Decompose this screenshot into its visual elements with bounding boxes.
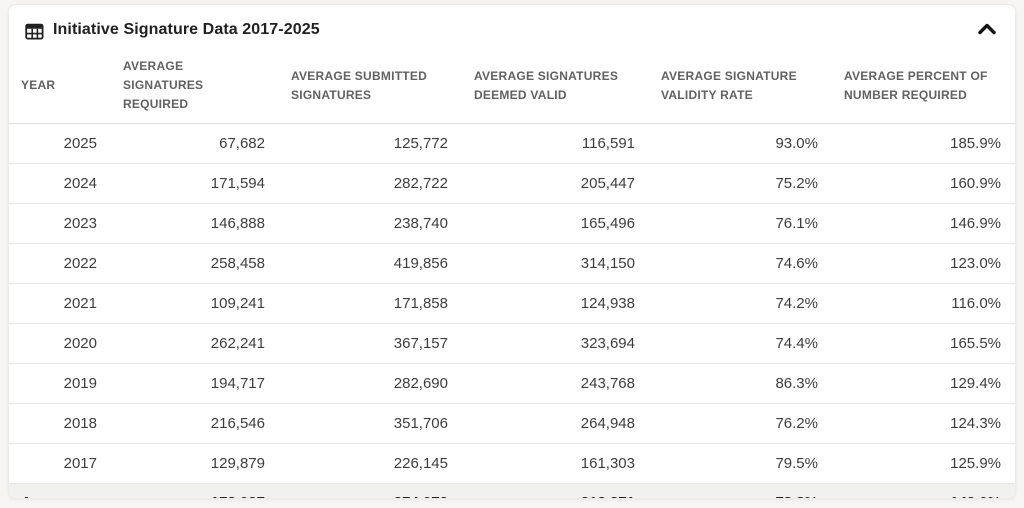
chevron-up-icon xyxy=(977,22,997,39)
cell-submitted: 125,772 xyxy=(279,123,462,164)
cell-submitted: 351,706 xyxy=(279,403,462,444)
column-header-signatures-deemed-valid: AVERAGE SIGNATURES DEEMED VALID xyxy=(462,51,649,124)
cell-submitted: 282,690 xyxy=(279,363,462,404)
cell-submitted: 419,856 xyxy=(279,243,462,284)
column-header-submitted-signatures: AVERAGE SUBMITTED SIGNATURES xyxy=(279,51,462,124)
cell-validity-rate: 75.2% xyxy=(649,163,832,204)
cell-valid: 243,768 xyxy=(462,363,649,404)
collapse-button[interactable] xyxy=(975,20,999,41)
cell-validity-rate: 86.3% xyxy=(649,363,832,404)
cell-required: 146,888 xyxy=(111,203,279,244)
table-icon xyxy=(25,22,44,41)
cell-valid: 165,496 xyxy=(462,203,649,244)
cell-submitted: 367,157 xyxy=(279,323,462,364)
cell-valid: 205,447 xyxy=(462,163,649,204)
table-row-2023: 2023 146,888 238,740 165,496 76.1% 146.9… xyxy=(9,203,1015,244)
cell-required: 67,682 xyxy=(111,123,279,164)
initiative-signature-data-card: Initiative Signature Data 2017-2025 YEAR… xyxy=(8,4,1016,499)
cell-valid: 161,303 xyxy=(462,443,649,484)
cell-validity-rate: 74.2% xyxy=(649,283,832,324)
cell-submitted: 226,145 xyxy=(279,443,462,484)
cell-submitted: 282,722 xyxy=(279,163,462,204)
cell-year: 2025 xyxy=(9,123,111,164)
cell-year: 2020 xyxy=(9,323,111,364)
avg-required: 173,027 xyxy=(111,483,279,498)
card-title: Initiative Signature Data 2017-2025 xyxy=(53,21,320,38)
cell-percent-required: 129.4% xyxy=(832,363,1015,404)
cell-validity-rate: 79.5% xyxy=(649,443,832,484)
cell-percent-required: 160.9% xyxy=(832,163,1015,204)
cell-year: 2022 xyxy=(9,243,111,284)
cell-percent-required: 124.3% xyxy=(832,403,1015,444)
cell-required: 258,458 xyxy=(111,243,279,284)
cell-validity-rate: 93.0% xyxy=(649,123,832,164)
card-header: Initiative Signature Data 2017-2025 xyxy=(9,5,1015,51)
cell-year: 2017 xyxy=(9,443,111,484)
avg-valid: 213,371 xyxy=(462,483,649,498)
cell-percent-required: 185.9% xyxy=(832,123,1015,164)
column-header-percent-of-required: AVERAGE PERCENT OF NUMBER REQUIRED xyxy=(832,51,1015,124)
table-row-2022: 2022 258,458 419,856 314,150 74.6% 123.0… xyxy=(9,243,1015,284)
table-row-2017: 2017 129,879 226,145 161,303 79.5% 125.9… xyxy=(9,443,1015,484)
cell-submitted: 171,858 xyxy=(279,283,462,324)
cell-validity-rate: 74.6% xyxy=(649,243,832,284)
table-row-2019: 2019 194,717 282,690 243,768 86.3% 129.4… xyxy=(9,363,1015,404)
avg-submitted: 274,072 xyxy=(279,483,462,498)
table-row-2024: 2024 171,594 282,722 205,447 75.2% 160.9… xyxy=(9,163,1015,204)
cell-percent-required: 125.9% xyxy=(832,443,1015,484)
column-header-validity-rate: AVERAGE SIGNATURE VALIDITY RATE xyxy=(649,51,832,124)
cell-valid: 314,150 xyxy=(462,243,649,284)
cell-validity-rate: 74.4% xyxy=(649,323,832,364)
column-header-signatures-required: AVERAGE SIGNATURES REQUIRED xyxy=(111,51,279,124)
cell-submitted: 238,740 xyxy=(279,203,462,244)
cell-year: 2019 xyxy=(9,363,111,404)
avg-validity-rate: 78.8% xyxy=(649,483,832,498)
cell-required: 109,241 xyxy=(111,283,279,324)
avg-percent-required: 142.0% xyxy=(832,483,1015,498)
cell-valid: 116,591 xyxy=(462,123,649,164)
cell-percent-required: 165.5% xyxy=(832,323,1015,364)
cell-required: 171,594 xyxy=(111,163,279,204)
table-row-2025: 2025 67,682 125,772 116,591 93.0% 185.9% xyxy=(9,123,1015,164)
cell-year: 2023 xyxy=(9,203,111,244)
cell-validity-rate: 76.1% xyxy=(649,203,832,244)
averages-row: Averages 173,027 274,072 213,371 78.8% 1… xyxy=(9,483,1015,498)
cell-year: 2018 xyxy=(9,403,111,444)
table-row-2021: 2021 109,241 171,858 124,938 74.2% 116.0… xyxy=(9,283,1015,324)
table-row-2020: 2020 262,241 367,157 323,694 74.4% 165.5… xyxy=(9,323,1015,364)
table-row-2018: 2018 216,546 351,706 264,948 76.2% 124.3… xyxy=(9,403,1015,444)
cell-required: 216,546 xyxy=(111,403,279,444)
cell-valid: 323,694 xyxy=(462,323,649,364)
cell-valid: 264,948 xyxy=(462,403,649,444)
cell-valid: 124,938 xyxy=(462,283,649,324)
cell-required: 194,717 xyxy=(111,363,279,404)
cell-required: 129,879 xyxy=(111,443,279,484)
signature-data-table: YEAR AVERAGE SIGNATURES REQUIRED AVERAGE… xyxy=(9,51,1015,498)
column-header-year: YEAR xyxy=(9,51,111,124)
cell-validity-rate: 76.2% xyxy=(649,403,832,444)
header-row: YEAR AVERAGE SIGNATURES REQUIRED AVERAGE… xyxy=(9,51,1015,124)
cell-year: 2024 xyxy=(9,163,111,204)
cell-percent-required: 146.9% xyxy=(832,203,1015,244)
averages-label: Averages xyxy=(9,483,111,498)
cell-year: 2021 xyxy=(9,283,111,324)
cell-percent-required: 123.0% xyxy=(832,243,1015,284)
cell-percent-required: 116.0% xyxy=(832,283,1015,324)
cell-required: 262,241 xyxy=(111,323,279,364)
